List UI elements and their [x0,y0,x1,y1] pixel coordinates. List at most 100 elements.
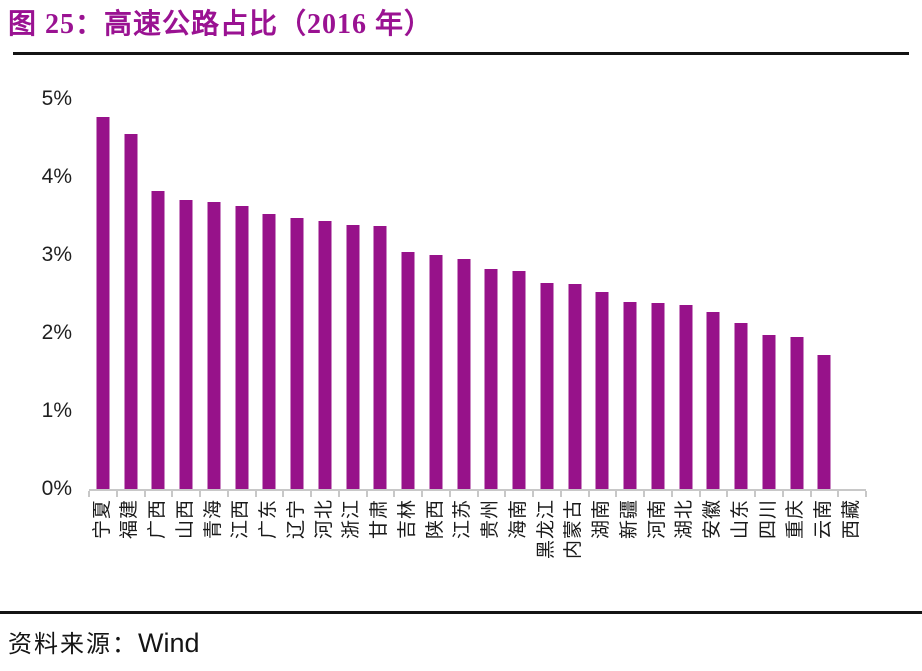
bar [651,302,665,489]
plot-area [88,99,867,497]
x-axis-tick [837,491,840,497]
x-label: 山西 [175,499,196,540]
x-label: 宁夏 [91,499,113,540]
x-label: 江苏 [452,499,474,540]
x-axis-tick [726,491,729,497]
x-label: 广东 [258,499,280,540]
x-axis-tick [365,491,368,497]
bar-slot [700,99,728,489]
footer-divider [0,611,922,614]
x-axis-tick [670,491,673,497]
bar-slot [561,99,589,489]
bar [207,201,221,489]
bar [429,255,443,489]
bar [706,311,720,489]
bar [290,218,304,489]
x-label: 吉林 [397,499,418,540]
header-divider [13,52,909,55]
bar-chart: 5% 4% 3% 2% 1% 0% 宁夏 福建 广西 山西 青海 江西 广东 辽宁 河北 浙江 甘肃 吉林 陕西江… [0,55,922,611]
x-label-cell: 云南 [811,497,839,607]
x-axis-tick [393,491,396,497]
x-axis-tick [310,491,312,497]
bar-slot [339,99,367,489]
x-axis-tick [199,491,201,497]
bars [89,99,866,489]
bar-slot [616,99,644,489]
bar-slot [589,99,617,489]
bar [540,283,554,489]
x-axis-tick [88,491,90,497]
bar [457,258,471,489]
bar-slot [283,99,311,489]
x-label: 安徽 [702,499,724,540]
x-label: 新疆 [619,499,640,540]
source-value: Wind [138,628,200,658]
x-axis-tick [171,491,174,497]
bar [623,301,637,489]
x-axis-tick [587,491,590,497]
x-axis-tick [643,491,645,497]
x-axis-tick [532,491,534,497]
y-axis: 5% 4% 3% 2% 1% 0% [0,87,74,500]
x-label: 河北 [313,499,335,540]
x-label-cell: 湖南 [589,497,617,607]
x-label: 陕西 [424,499,446,540]
x-label-cell: 辽宁 [283,497,311,607]
x-axis-tick [226,491,229,497]
x-label: 福建 [119,499,141,540]
bar-slot [783,99,811,489]
x-label-cell: 河南 [644,497,672,607]
bar-slot [644,99,672,489]
x-axis-tick [448,491,451,497]
x-label: 重庆 [785,499,807,540]
x-label: 黑龙江 [535,499,557,560]
bar-slot [228,99,256,489]
bar-slot [505,99,533,489]
x-axis-tick [143,491,146,497]
y-tick-label: 5% [41,87,72,110]
x-label-cell: 山东 [727,497,755,607]
bar-slot [727,99,755,489]
bar-slot [89,99,117,489]
bar [373,226,387,489]
bar [595,292,609,489]
x-label-cell: 浙江 [339,497,367,607]
bar-slot [145,99,173,489]
bar-slot [311,99,339,489]
bar-slot [755,99,783,489]
x-label: 浙江 [341,499,363,540]
x-label-cell: 贵州 [478,497,506,607]
bar-slot [838,99,866,489]
chart-title: 图 25：高速公路占比（2016 年） [8,9,434,40]
x-label: 江西 [230,499,252,540]
x-axis-tick [282,491,285,497]
bar [346,225,360,489]
x-label-cell: 河北 [311,497,339,607]
bar-slot [478,99,506,489]
x-axis-tick [781,491,784,497]
x-axis-tick [115,491,118,497]
x-axis-tick [476,491,479,497]
footer: 资料来源：Wind [0,614,922,659]
x-label: 青海 [202,499,224,540]
bar [762,334,776,489]
x-label: 广西 [147,499,169,540]
bar [484,269,498,489]
bar-slot [394,99,422,489]
header: 图 25：高速公路占比（2016 年） [0,0,922,55]
bar [124,134,138,489]
x-label: 辽宁 [286,499,307,540]
x-label-cell: 江西 [228,497,256,607]
x-label-cell: 青海 [200,497,228,607]
x-label-cell: 广西 [145,497,173,607]
x-label-cell: 吉林 [394,497,422,607]
source-label: 资料来源： [8,632,138,658]
x-label-cell: 陕西 [422,497,450,607]
x-label-cell: 山西 [172,497,200,607]
bar [96,116,110,489]
x-label: 湖北 [674,499,696,540]
x-label-cell: 江苏 [450,497,478,607]
x-label-cell: 湖北 [672,497,700,607]
x-label-cell: 四川 [755,497,783,607]
bar [679,304,693,489]
